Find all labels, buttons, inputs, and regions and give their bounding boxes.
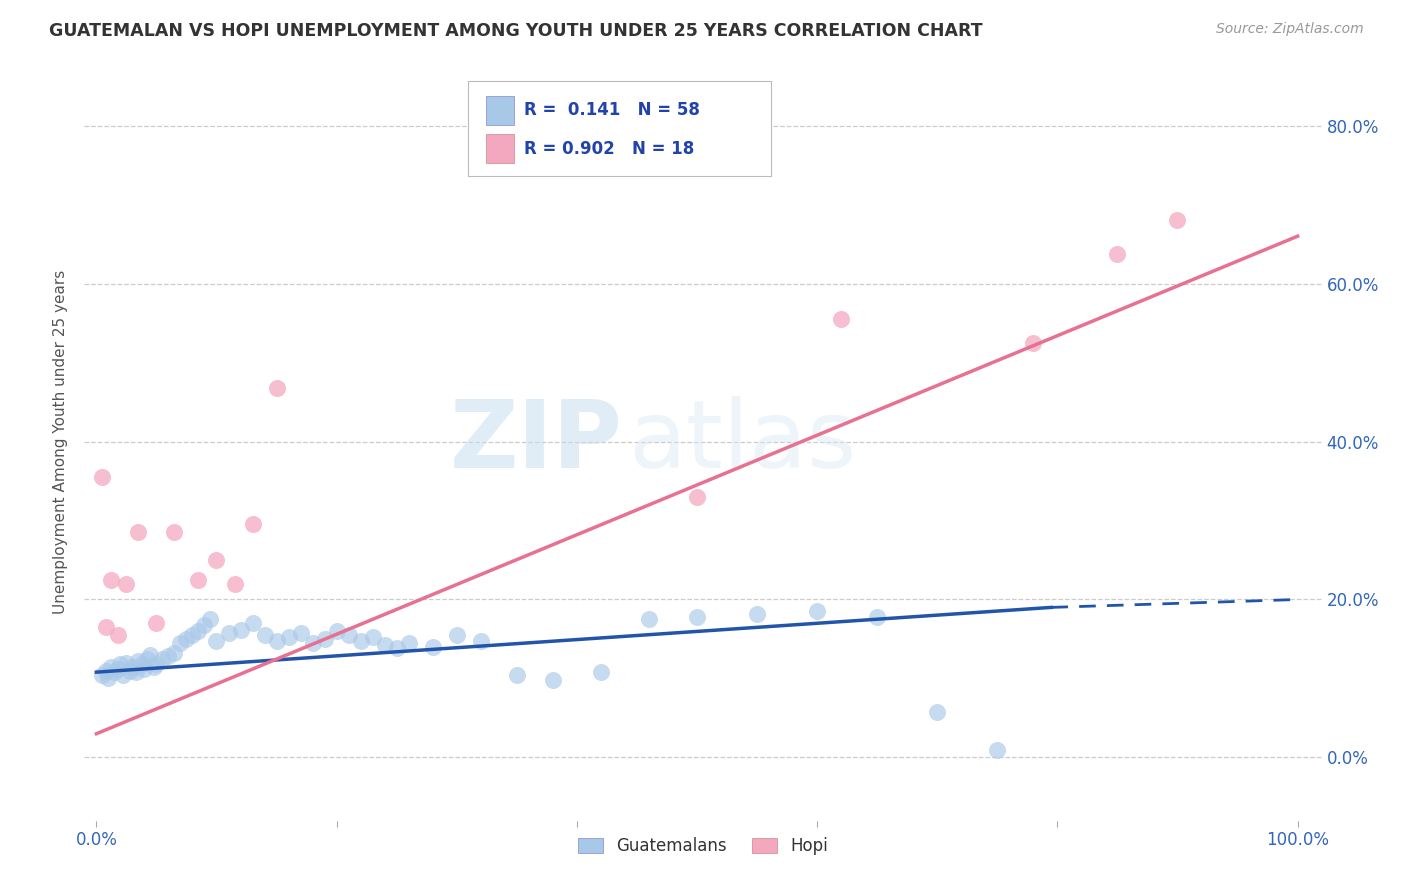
Point [187,624,209,639]
Text: GUATEMALAN VS HOPI UNEMPLOYMENT AMONG YOUTH UNDER 25 YEARS CORRELATION CHART: GUATEMALAN VS HOPI UNEMPLOYMENT AMONG YO… [49,22,983,40]
Point [152,651,174,665]
Point [163,525,186,540]
Point [1107,246,1129,260]
FancyBboxPatch shape [468,81,770,177]
Point [224,576,246,591]
Text: R =  0.141   N = 58: R = 0.141 N = 58 [523,101,699,120]
Point [181,628,204,642]
Point [589,665,612,680]
Point [205,633,228,648]
Point [107,628,129,642]
Point [374,638,396,652]
Point [125,665,148,680]
Point [193,617,215,632]
Point [325,624,347,639]
Point [121,659,143,673]
Point [229,623,252,637]
Point [100,573,122,587]
Text: ZIP: ZIP [450,395,623,488]
Point [111,667,134,681]
Point [830,312,852,326]
Point [200,612,222,626]
Point [134,662,156,676]
Point [541,673,564,687]
Point [139,648,162,662]
Point [187,573,209,587]
Point [350,633,373,648]
Point [506,667,529,681]
Point [127,525,149,540]
Point [422,640,444,654]
Point [94,620,117,634]
Point [115,656,138,670]
Point [301,636,323,650]
FancyBboxPatch shape [486,95,513,125]
Point [118,664,141,678]
Point [205,553,228,567]
Point [314,632,336,646]
Point [986,742,1008,756]
Text: R = 0.902   N = 18: R = 0.902 N = 18 [523,140,693,158]
Point [806,604,828,618]
Point [135,651,157,665]
Point [253,628,276,642]
Point [97,672,120,686]
Legend: Guatemalans, Hopi: Guatemalans, Hopi [571,830,835,862]
Point [100,659,122,673]
Point [927,705,949,719]
Point [91,470,114,484]
Point [361,631,384,645]
Point [157,649,180,664]
FancyBboxPatch shape [486,135,513,163]
Point [866,610,889,624]
Point [385,641,408,656]
Text: atlas: atlas [628,395,858,488]
Point [398,636,420,650]
Point [218,625,240,640]
Point [470,633,492,648]
Y-axis label: Unemployment Among Youth under 25 years: Unemployment Among Youth under 25 years [53,269,69,614]
Point [94,664,117,678]
Point [290,625,312,640]
Point [127,654,149,668]
Point [745,607,768,621]
Point [1166,213,1188,227]
Point [145,657,167,672]
Point [145,616,167,631]
Point [107,662,129,676]
Point [115,576,138,591]
Point [337,628,360,642]
Point [277,631,299,645]
Point [638,612,661,626]
Point [103,665,125,680]
Point [143,659,166,673]
Point [266,381,288,395]
Point [163,646,186,660]
Point [131,657,153,672]
Point [266,633,288,648]
Point [446,628,468,642]
Point [242,616,264,631]
Point [242,517,264,532]
Text: Source: ZipAtlas.com: Source: ZipAtlas.com [1216,22,1364,37]
Point [686,490,709,504]
Point [91,667,114,681]
Point [686,610,709,624]
Point [110,657,132,672]
Point [1022,335,1045,350]
Point [176,632,198,646]
Point [169,636,191,650]
